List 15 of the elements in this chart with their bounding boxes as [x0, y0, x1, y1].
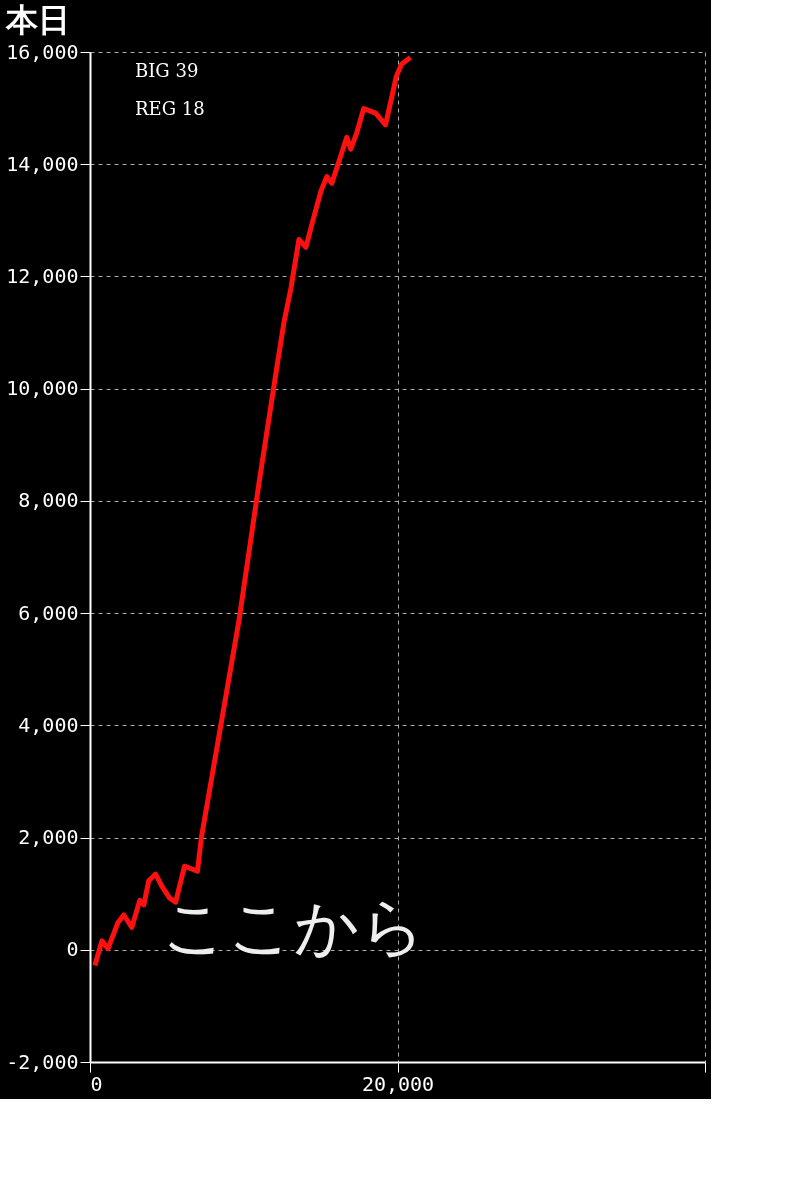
annotation: REG 18 [135, 98, 205, 119]
annotation: BIG 39 [135, 60, 199, 81]
y-tick-label: 6,000 [18, 600, 79, 625]
y-tick-label: 16,000 [6, 39, 79, 64]
y-tick-label: 0 [66, 937, 79, 962]
y-tick-label: -2,000 [6, 1049, 79, 1074]
y-tick-label: 2,000 [18, 825, 79, 850]
y-tick-label: 4,000 [18, 712, 79, 737]
y-tick-label: 14,000 [6, 151, 79, 176]
annotation: ここから [161, 890, 426, 963]
y-tick-label: 10,000 [6, 376, 79, 401]
y-tick-label: 12,000 [6, 263, 79, 288]
y-tick-label: 8,000 [18, 488, 79, 513]
chart-title: 本日 [4, 1, 70, 39]
x-tick-label: 20,000 [361, 1071, 435, 1096]
